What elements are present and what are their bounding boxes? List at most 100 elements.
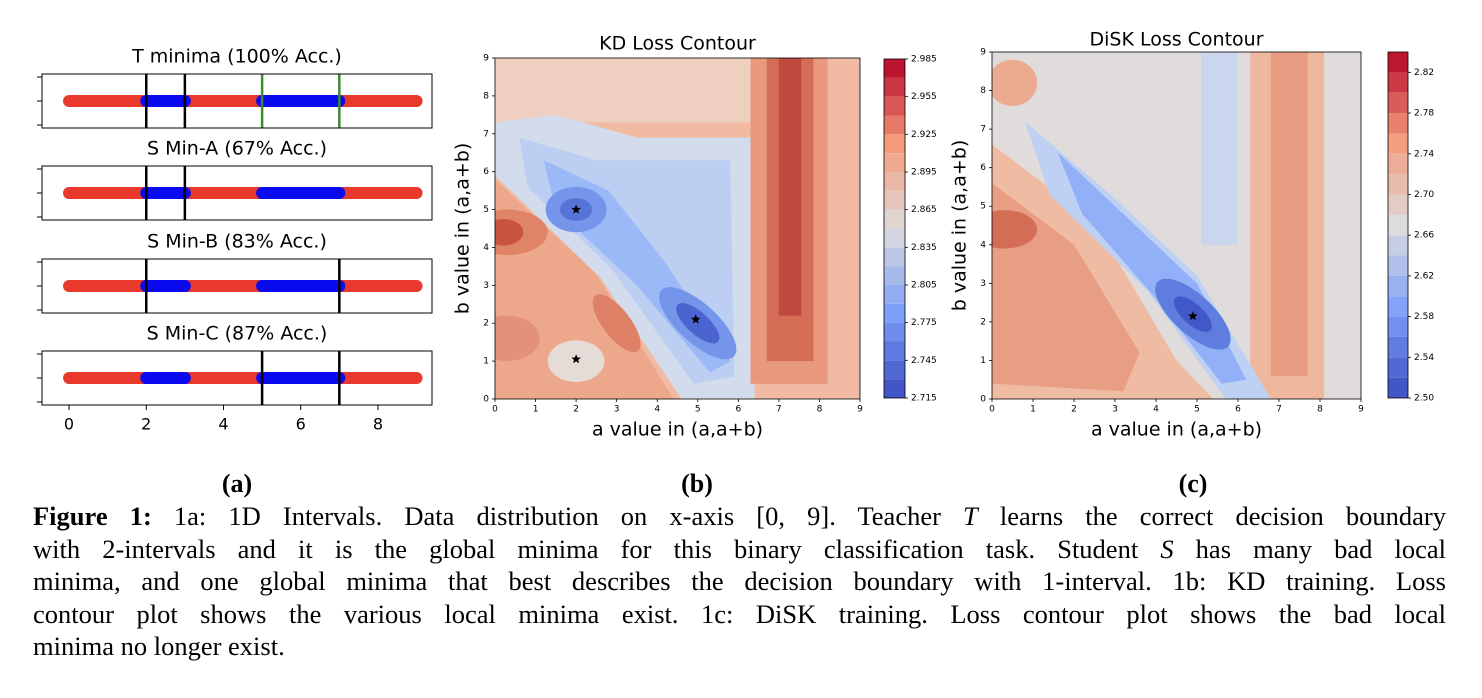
colorbar-band	[884, 303, 905, 323]
colorbar-band	[884, 266, 905, 285]
caption-text: contour plot shows the various local min…	[33, 598, 1446, 629]
colorbar-band	[884, 172, 905, 191]
colorbar-tick-label: 2.50	[1414, 394, 1434, 404]
colorbar-band	[1388, 316, 1408, 337]
caption: Figure 1: 1a: 1D Intervals. Data distrib…	[33, 500, 1446, 663]
x-axis-label: a value in (a,a+b)	[592, 419, 763, 441]
colorbar-band	[884, 360, 905, 380]
colorbar-band	[1388, 174, 1408, 195]
colorbar-band	[1388, 296, 1408, 317]
colorbar-tick-label: 2.955	[911, 92, 937, 102]
y-tick-label: 6	[980, 163, 986, 173]
y-tick-label: 2	[980, 317, 986, 327]
colorbar-tick-label: 2.715	[911, 394, 937, 404]
caption-text: has many bad local	[1173, 533, 1446, 564]
subplot-title: S Min-A (67% Acc.)	[147, 138, 327, 160]
subplot-title: S Min-B (83% Acc.)	[147, 231, 327, 253]
y-tick-label: 2	[483, 319, 489, 329]
colorbar-band	[1388, 153, 1408, 175]
colorbar-band	[884, 247, 905, 267]
y-tick-label: 9	[980, 48, 986, 58]
colorbar-band	[884, 115, 905, 135]
colorbar-band	[1388, 72, 1408, 93]
caption-line: contour plot shows the various local min…	[33, 598, 1446, 631]
colorbar-band	[1388, 255, 1408, 276]
colorbar-tick-label: 2.745	[911, 356, 937, 366]
y-tick-label: 4	[483, 243, 489, 253]
minimum-star	[690, 314, 701, 324]
colorbar-band	[1388, 235, 1408, 256]
colorbar-tick-label: 2.78	[1414, 109, 1434, 119]
x-tick-label: 9	[857, 405, 863, 415]
colorbar-tick-label: 2.66	[1414, 231, 1434, 241]
colorbar-band	[884, 379, 905, 398]
minimum-star	[1188, 311, 1198, 321]
colorbar-tick-label: 2.70	[1414, 190, 1434, 200]
minimum-star	[571, 204, 581, 214]
subplot-title: S Min-C (87% Acc.)	[147, 323, 328, 345]
plot-frame	[494, 57, 861, 400]
colorbar-band	[1388, 52, 1408, 73]
caption-line: minima no longer exist.	[33, 630, 1446, 663]
x-tick-label: 0	[989, 405, 995, 415]
colorbar-band	[1388, 357, 1408, 378]
figure: T minima (100% Acc.) S Min-A (67% Acc.) S …	[37, 29, 1434, 498]
colorbar-frame	[883, 58, 906, 399]
colorbar-tick-label: 2.895	[911, 168, 937, 178]
x-tick-label: 2	[141, 415, 151, 434]
x-tick-label: 4	[654, 405, 660, 415]
colorbar-band	[884, 59, 905, 78]
colorbar-band	[1388, 113, 1408, 134]
y-tick-label: 5	[483, 205, 489, 215]
x-tick-label: 6	[1235, 405, 1241, 415]
panel-label: (c)	[1179, 469, 1208, 498]
y-tick-label: 6	[483, 167, 489, 177]
x-tick-label: 0	[492, 405, 498, 415]
x-tick-label: 8	[817, 405, 823, 415]
y-tick-label: 3	[980, 279, 986, 289]
colorbar-band	[884, 341, 905, 361]
y-tick-label: 1	[483, 357, 489, 367]
y-tick-label: 3	[483, 281, 489, 291]
x-tick-label: 7	[776, 405, 782, 415]
colorbar-tick-label: 2.985	[911, 55, 937, 65]
x-tick-label: 7	[1276, 405, 1282, 415]
caption-text: minima no longer exist.	[33, 631, 285, 662]
colorbar-tick-label: 2.865	[911, 205, 937, 215]
colorbar-band	[884, 96, 905, 116]
colorbar-band	[1388, 214, 1408, 236]
x-tick-label: 2	[573, 405, 579, 415]
x-tick-label: 4	[1153, 405, 1159, 415]
y-tick-label: 0	[980, 395, 986, 405]
colorbar-band	[1388, 377, 1408, 398]
x-tick-label: 8	[1317, 405, 1323, 415]
y-tick-label: 7	[980, 125, 986, 135]
colorbar-tick-label: 2.925	[911, 130, 937, 140]
caption-text: S	[1160, 533, 1174, 564]
colorbar-tick-label: 2.775	[911, 318, 937, 328]
colorbar-band	[884, 134, 905, 154]
y-tick-label: 9	[483, 54, 489, 64]
caption-text: 1a: 1D Intervals. Data distribution on x…	[151, 501, 964, 531]
y-axis-label: b value in (a,a+b)	[949, 140, 971, 312]
plot-title: KD Loss Contour	[599, 33, 756, 55]
minimum-star	[571, 354, 581, 364]
y-tick-label: 4	[980, 240, 986, 250]
colorbar-band	[884, 322, 905, 342]
colorbar-band	[1388, 275, 1408, 297]
x-tick-label: 6	[735, 405, 741, 415]
colorbar-tick-label: 2.74	[1414, 149, 1434, 159]
colorbar-frame	[1387, 51, 1409, 399]
caption-line: minima, and one global minima that best …	[33, 565, 1446, 598]
x-tick-label: 8	[373, 415, 383, 434]
caption-text: T	[963, 501, 978, 531]
disk-contour-fill	[992, 52, 1361, 399]
x-tick-label: 4	[218, 415, 228, 434]
x-tick-label: 2	[1071, 405, 1077, 415]
colorbar-band	[1388, 133, 1408, 154]
colorbar-tick-label: 2.58	[1414, 312, 1434, 322]
colorbar-tick-label: 2.805	[911, 281, 937, 291]
panel-label: (a)	[222, 469, 252, 498]
caption-text: Figure 1:	[33, 501, 152, 531]
